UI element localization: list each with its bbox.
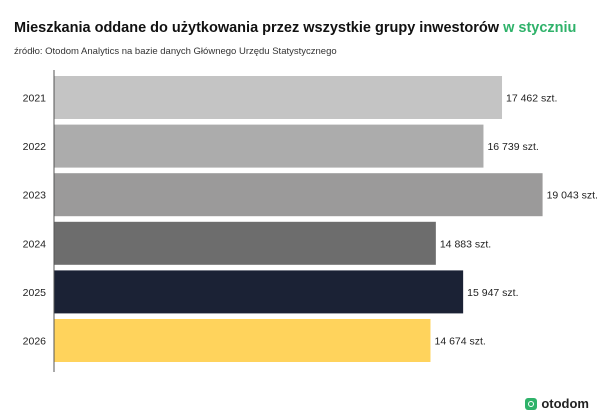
- data-label-2022: 16 739 szt.: [487, 141, 538, 153]
- chart-source: źródło: Otodom Analytics na bazie danych…: [14, 46, 337, 57]
- data-label-2023: 19 043 szt.: [547, 190, 598, 202]
- bar-2026: [54, 319, 431, 362]
- y-tick-label-2026: 2026: [23, 336, 47, 348]
- otodom-logo-icon: [525, 397, 538, 410]
- y-tick-label-2023: 2023: [23, 190, 47, 202]
- chart-title-main: Mieszkania oddane do użytkowania przez w…: [14, 20, 500, 36]
- bar-2022: [54, 124, 484, 168]
- otodom-logo-text: otodom: [541, 396, 589, 411]
- y-tick-label-2022: 2022: [23, 141, 47, 153]
- bar-2024: [54, 221, 436, 265]
- data-label-2025: 15 947 szt.: [467, 287, 518, 299]
- data-label-2021: 17 462 szt.: [506, 93, 557, 105]
- y-tick-label-2024: 2024: [23, 238, 47, 250]
- y-tick-label-2021: 2021: [23, 93, 47, 105]
- bar-2025: [54, 270, 464, 314]
- chart-title: Mieszkania oddane do użytkowania przez w…: [14, 20, 576, 36]
- chart-title-accent: w styczniu: [503, 20, 577, 36]
- y-tick-label-2025: 2025: [23, 287, 47, 299]
- data-label-2026: 14 674 szt.: [434, 336, 485, 348]
- bar-2021: [54, 76, 503, 119]
- data-label-2024: 14 883 szt.: [440, 238, 491, 250]
- bar-2023: [54, 173, 543, 217]
- otodom-logo: otodom: [525, 396, 589, 411]
